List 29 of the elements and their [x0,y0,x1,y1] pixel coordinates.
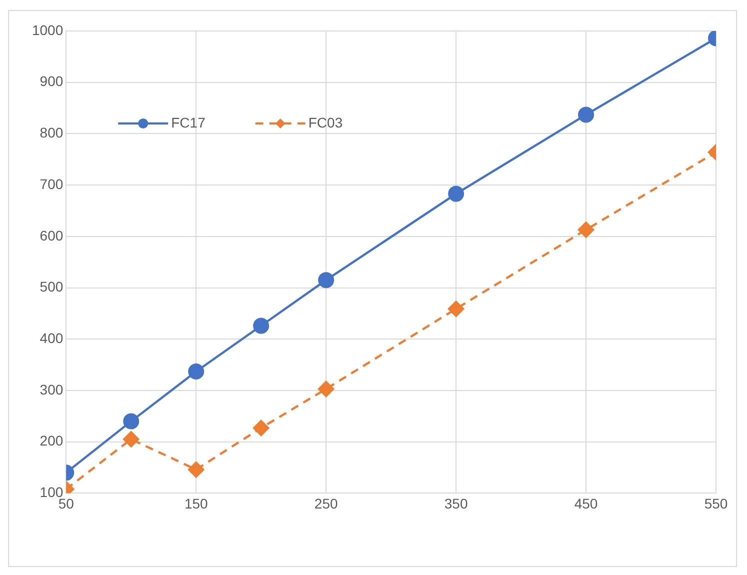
point [252,419,270,436]
point [448,186,464,202]
legend-label: FC17 [171,114,206,130]
point [123,413,140,430]
point [122,430,140,448]
x-tick-label: 350 [444,495,468,512]
y-tick-label: 800 [40,124,64,141]
point [578,106,594,123]
point [318,380,335,398]
y-tick-label: 900 [40,73,64,90]
y-tick-label: 100 [40,484,64,500]
y-tick-label: 500 [40,278,64,295]
x-tick-label: 150 [184,495,208,512]
point [188,461,205,478]
point [253,318,270,334]
point [578,221,595,238]
x-tick-label: 450 [574,495,598,512]
point [318,272,334,288]
y-tick-label: 200 [40,432,64,449]
point [188,363,204,380]
y-tick-label: 700 [40,176,64,192]
y-tick-label: 400 [40,330,64,346]
x-tick-label: 550 [704,495,728,512]
x-tick-label: 250 [314,495,338,512]
y-tick-label: 300 [40,381,64,398]
y-tick-label: 600 [40,227,64,244]
y-tick-label: 1000 [32,22,64,38]
point [448,300,465,318]
legend-label: FC03 [308,114,343,130]
